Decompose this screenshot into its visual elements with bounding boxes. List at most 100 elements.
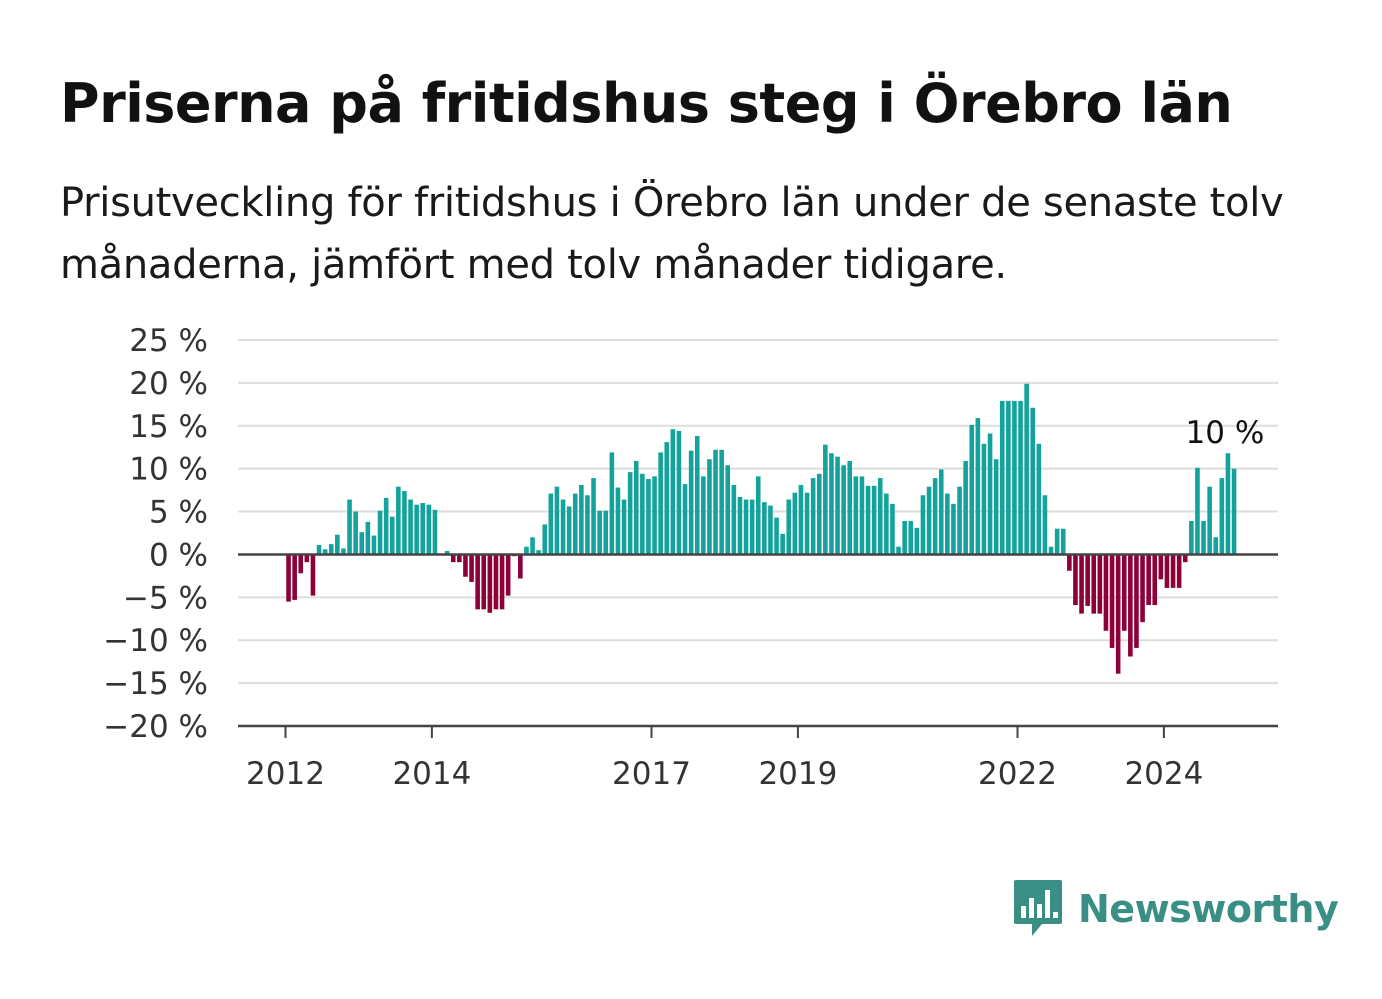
bar [951, 503, 956, 555]
bar [890, 503, 895, 555]
bar [414, 504, 419, 555]
y-tick-label: −10 % [103, 623, 208, 659]
y-tick-label: −20 % [103, 709, 208, 745]
bar [1176, 554, 1182, 588]
bar [536, 550, 541, 555]
y-tick-label: 0 % [149, 537, 208, 573]
bar [963, 460, 968, 555]
bar [1097, 554, 1103, 614]
bar [505, 554, 511, 596]
bar [1006, 400, 1011, 555]
bar [804, 492, 810, 555]
bar [1073, 554, 1078, 606]
bar [389, 516, 395, 555]
bar [633, 460, 639, 555]
bar [859, 476, 865, 555]
bar [524, 546, 529, 555]
bar [884, 493, 889, 555]
bar [865, 485, 871, 555]
bar [396, 486, 401, 555]
bar [1225, 453, 1231, 555]
bar [707, 459, 712, 555]
bar [603, 510, 609, 555]
bar [621, 499, 627, 555]
bar [731, 484, 737, 555]
bar [1128, 554, 1133, 657]
page-title: Priserna på fritidshus steg i Örebro län [60, 72, 1233, 135]
bar [993, 459, 999, 555]
bar [694, 436, 700, 555]
bar [328, 544, 334, 555]
bar [896, 546, 901, 555]
bar [383, 497, 389, 555]
bar [920, 495, 926, 555]
bar [1012, 400, 1017, 555]
bar [377, 510, 383, 555]
bar [560, 499, 566, 555]
bar [774, 517, 779, 555]
bar [987, 433, 993, 555]
bar [444, 551, 450, 555]
bar [457, 554, 462, 563]
bar [432, 509, 438, 555]
y-tick-label: −5 % [123, 580, 208, 616]
bar [810, 478, 816, 555]
bar [1182, 554, 1188, 563]
bar [469, 554, 474, 582]
bar [902, 520, 907, 555]
bar [365, 521, 371, 555]
bar [640, 473, 645, 555]
bar [762, 502, 767, 555]
bars [286, 383, 1237, 674]
x-tick-label: 2022 [978, 756, 1057, 792]
bar [792, 492, 798, 555]
bar [755, 476, 761, 555]
bar [1109, 554, 1115, 648]
bar [615, 487, 621, 555]
bar [1103, 554, 1109, 631]
bar [664, 442, 670, 555]
bar [341, 548, 346, 555]
bar [1030, 407, 1036, 555]
bar [969, 424, 975, 555]
bar [292, 554, 297, 600]
bar [1152, 554, 1158, 606]
y-tick-label: 20 % [129, 366, 208, 402]
bar [475, 554, 480, 610]
bar [1213, 537, 1219, 555]
bar [725, 465, 731, 555]
bar [816, 473, 822, 555]
bar [353, 511, 358, 555]
bar [914, 527, 920, 555]
bar [835, 456, 840, 555]
bar [1170, 554, 1176, 588]
bar [1189, 520, 1194, 555]
bar [823, 444, 828, 555]
bar [597, 510, 602, 555]
bar [1219, 478, 1225, 555]
x-axis-ticks: 2012 2014 2017 2019 2022 2024 [246, 726, 1203, 792]
bar [847, 460, 853, 555]
bar [1158, 554, 1164, 580]
bar [322, 549, 328, 555]
bar [359, 532, 365, 555]
bar [1067, 554, 1072, 571]
bar [1146, 554, 1151, 606]
bar [1079, 554, 1084, 614]
y-axis-ticks: 25 % 20 % 15 % 10 % 5 % 0 % −5 % −10 % −15 % −20 … [103, 323, 208, 745]
bar [1024, 383, 1029, 555]
bar [591, 478, 596, 555]
bar [1207, 486, 1212, 555]
bar [652, 476, 657, 555]
bar [1140, 554, 1145, 623]
bar [1036, 443, 1042, 555]
bar [719, 449, 724, 555]
bar [676, 430, 682, 555]
bar [335, 534, 340, 555]
bar [768, 505, 773, 555]
brand-name: Newsworthy [1078, 887, 1339, 931]
bar [627, 472, 633, 555]
bar [701, 476, 706, 555]
bar [1048, 546, 1054, 555]
